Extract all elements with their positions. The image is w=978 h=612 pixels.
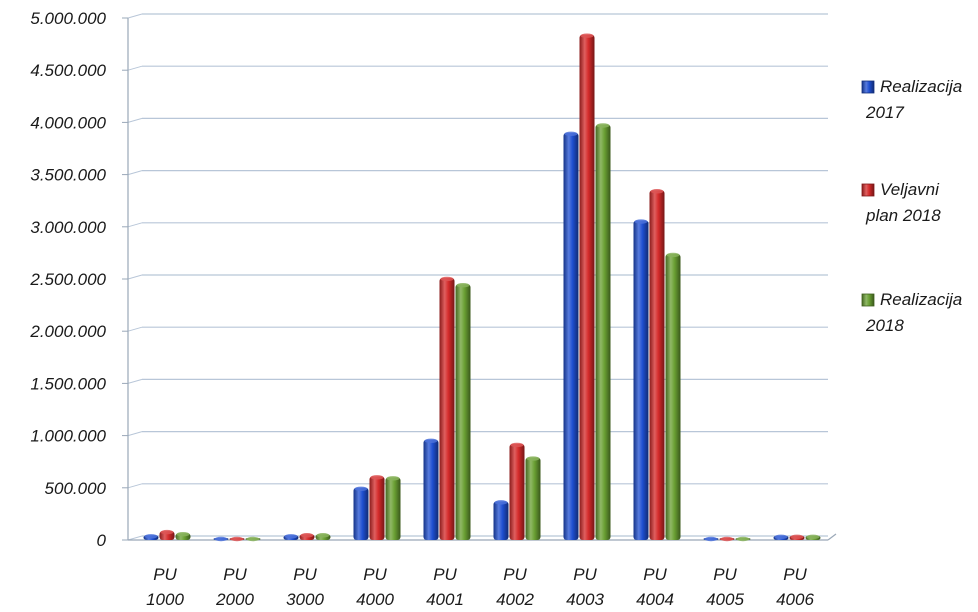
x-axis-tick-labels: PU 1000 PU 2000 PU 3000 PU 4000 PU 4001 PU 4002 PU 40… — [146, 565, 814, 609]
bar — [439, 277, 455, 540]
bar — [579, 34, 595, 540]
bar-top — [456, 283, 470, 288]
gridline-depth — [127, 65, 143, 71]
x-tick-label: PU 4000 — [356, 565, 394, 607]
legend-label: Veljavni plan 2018 — [865, 180, 941, 225]
bar — [525, 457, 541, 540]
x-axis-depth — [827, 533, 837, 541]
gridlines — [127, 13, 828, 541]
gridline-depth — [127, 326, 143, 332]
bar-top — [160, 529, 174, 535]
bar-top — [510, 442, 524, 448]
bar-top — [440, 276, 454, 282]
bar-top — [494, 500, 508, 505]
bar — [493, 501, 509, 540]
bar-top — [246, 536, 260, 542]
bar-top — [354, 486, 368, 491]
gridline-depth — [127, 431, 143, 437]
x-tick-label: PU 3000 — [286, 565, 324, 607]
legend-item: Realizacija 2018 — [861, 290, 962, 335]
bar-top — [720, 536, 734, 542]
y-tick-label: 2.000.000 — [29, 322, 106, 341]
bar-top — [526, 456, 540, 461]
bar-top — [736, 536, 750, 542]
y-tick-label: 1.500.000 — [30, 374, 106, 393]
bar-top — [144, 534, 158, 539]
gridline-depth — [127, 13, 143, 19]
bar-top — [370, 475, 384, 480]
legend: Realizacija 2017 Veljavni plan 2018 Realizac… — [861, 77, 962, 335]
gridline-depth — [127, 222, 143, 228]
x-tick-label: PU 4004 — [636, 565, 674, 607]
bar — [649, 190, 665, 540]
x-tick-label: PU 4003 — [566, 565, 604, 607]
bar — [455, 284, 471, 540]
y-tick-label: 500.000 — [45, 479, 107, 498]
legend-label: Realizacija 2017 — [865, 77, 962, 122]
y-tick-label: 2.500.000 — [29, 270, 106, 289]
bar-top — [284, 534, 298, 539]
bar-top — [580, 33, 594, 38]
bar — [563, 132, 579, 540]
y-tick-label: 4.000.000 — [30, 113, 106, 132]
legend-swatch — [861, 293, 875, 307]
y-tick-label: 0 — [97, 531, 107, 550]
gridline-depth — [127, 274, 143, 280]
axes — [122, 17, 837, 541]
bar — [509, 443, 525, 540]
y-tick-label: 4.500.000 — [30, 61, 106, 80]
y-tick-label: 3.000.000 — [30, 218, 106, 237]
y-axis-tick-labels: 0 500.000 1.000.000 1.500.000 2.000.000 2.500… — [29, 9, 106, 550]
x-tick-label: PU 4006 — [776, 565, 814, 607]
bar-top — [316, 533, 330, 538]
bar-top — [806, 534, 820, 540]
bar — [369, 476, 385, 540]
bar — [385, 477, 401, 540]
x-tick-label: PU 2000 — [215, 565, 254, 607]
bar-top — [650, 189, 664, 194]
bar-top — [386, 476, 400, 481]
gridline-depth — [127, 378, 143, 384]
y-tick-label: 3.500.000 — [30, 166, 106, 185]
legend-label: Realizacija 2018 — [865, 290, 962, 335]
bar-top — [300, 533, 314, 538]
bar-top — [564, 131, 578, 137]
legend-swatch — [861, 183, 875, 197]
bar-top — [666, 252, 680, 258]
gridline-depth — [127, 170, 143, 176]
y-tick-label: 5.000.000 — [30, 9, 106, 28]
legend-item: Veljavni plan 2018 — [861, 180, 941, 225]
bar-top — [230, 536, 244, 542]
bar-top — [634, 219, 648, 224]
x-tick-label: PU 4001 — [426, 565, 464, 607]
bar — [665, 253, 681, 540]
bar-top — [774, 534, 788, 540]
gridline-depth — [127, 535, 143, 541]
bar-top — [790, 534, 804, 540]
bar-top — [176, 532, 190, 537]
bar — [423, 439, 439, 540]
bar-top — [424, 438, 438, 443]
x-tick-label: PU 1000 — [146, 565, 184, 607]
bar — [595, 124, 611, 540]
legend-swatch — [861, 80, 875, 94]
y-tick-label: 1.000.000 — [30, 427, 106, 446]
bars — [143, 33, 821, 542]
legend-item: Realizacija 2017 — [861, 77, 962, 122]
bar — [353, 487, 369, 540]
gridline-depth — [127, 117, 143, 123]
gridline-depth — [127, 483, 143, 489]
bar-top — [596, 123, 610, 128]
bar — [633, 220, 649, 540]
x-tick-label: PU 4005 — [706, 565, 744, 607]
x-tick-label: PU 4002 — [496, 565, 534, 607]
bar-top — [214, 536, 228, 542]
bar-top — [704, 536, 718, 542]
